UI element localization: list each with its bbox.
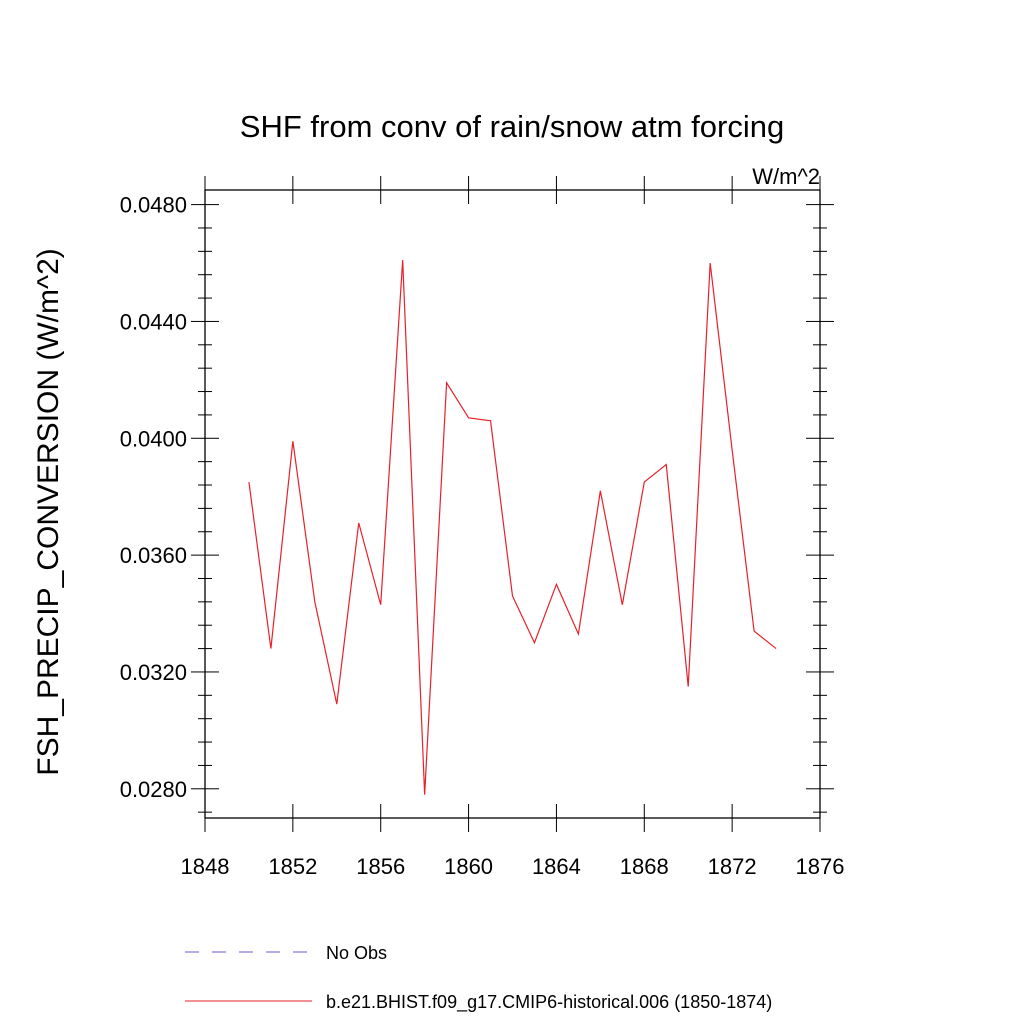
x-tick-label: 1864 (532, 854, 581, 879)
y-axis-label: FSH_PRECIP_CONVERSION (W/m^2) (32, 248, 65, 775)
x-axis-ticks: 1848 1852 1856 1860 1864 1868 1872 1876 (181, 176, 845, 879)
y-axis-ticks: 0.0280 0.0320 0.0360 0.0400 0.0440 0.0480 (120, 193, 834, 813)
x-tick-label: 1848 (181, 854, 230, 879)
x-tick-label: 1868 (620, 854, 669, 879)
x-tick-label: 1876 (796, 854, 845, 879)
y-tick-label: 0.0280 (120, 777, 187, 802)
x-tick-label: 1872 (708, 854, 757, 879)
plot-frame (204, 189, 821, 819)
y-tick-label: 0.0440 (120, 309, 187, 334)
x-tick-label: 1856 (356, 854, 405, 879)
series-line (248, 260, 777, 795)
x-tick-label: 1852 (268, 854, 317, 879)
legend-label: No Obs (326, 943, 387, 963)
legend-label: b.e21.BHIST.f09_g17.CMIP6-historical.006… (326, 992, 772, 1013)
series-group (248, 260, 777, 795)
chart-title: SHF from conv of rain/snow atm forcing (240, 109, 784, 144)
y-tick-label: 0.0400 (120, 426, 187, 451)
x-tick-label: 1860 (444, 854, 493, 879)
plot-border (204, 189, 821, 819)
y-tick-label: 0.0480 (120, 193, 187, 218)
y-tick-label: 0.0360 (120, 543, 187, 568)
legend: No Obs b.e21.BHIST.f09_g17.CMIP6-historic… (185, 943, 772, 1013)
y-tick-label: 0.0320 (120, 660, 187, 685)
units-label: W/m^2 (752, 164, 820, 189)
